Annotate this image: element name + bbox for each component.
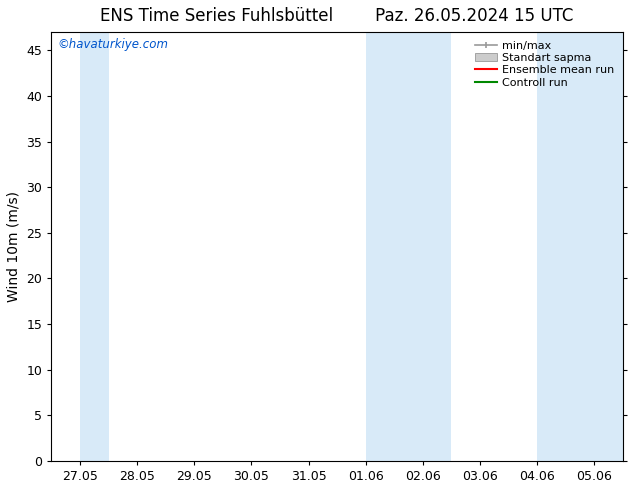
Bar: [537, 32, 623, 461]
Legend: min/max, Standart sapma, Ensemble mean run, Controll run: min/max, Standart sapma, Ensemble mean r…: [472, 38, 618, 91]
Text: ©havaturkiye.com: ©havaturkiye.com: [57, 39, 168, 51]
Bar: [80, 32, 108, 461]
Bar: [366, 32, 451, 461]
Y-axis label: Wind 10m (m/s): Wind 10m (m/s): [7, 191, 21, 302]
Title: ENS Time Series Fuhlsbüttel        Paz. 26.05.2024 15 UTC: ENS Time Series Fuhlsbüttel Paz. 26.05.2…: [100, 7, 574, 25]
